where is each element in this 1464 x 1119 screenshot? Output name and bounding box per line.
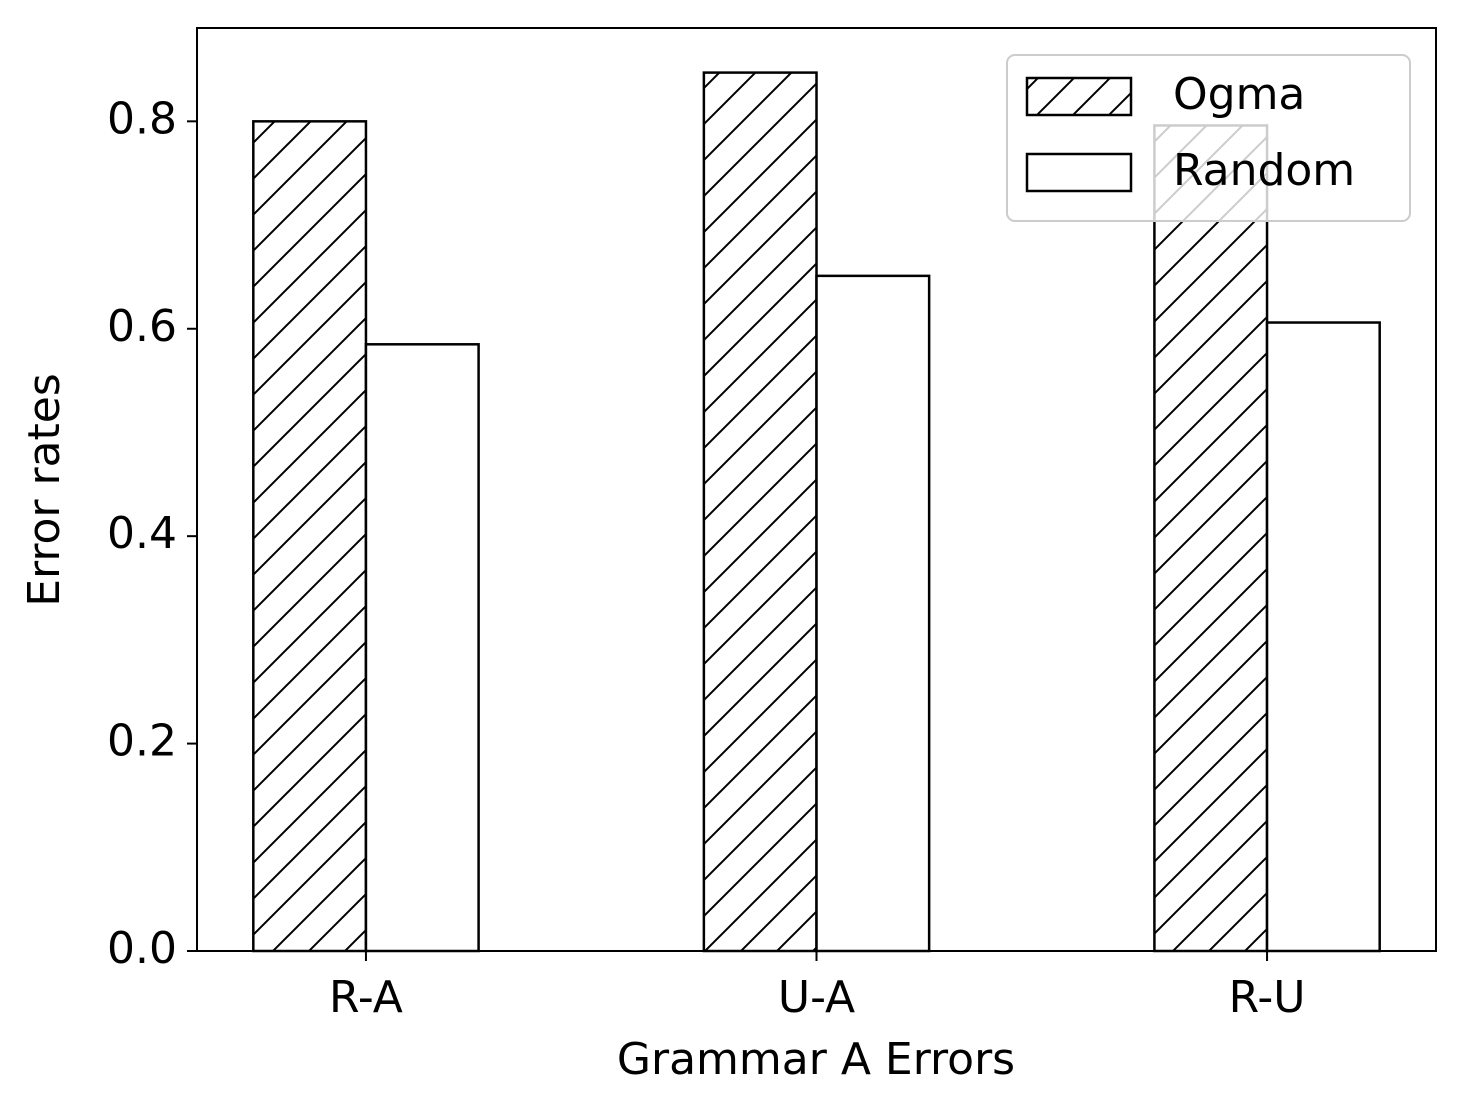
x-axis-label: Grammar A Errors xyxy=(617,1034,1015,1085)
plot-frame xyxy=(196,27,1437,952)
x-tick-label: U-A xyxy=(778,972,855,1023)
legend-label: Ogma xyxy=(1173,69,1305,120)
x-tick-label: R-U xyxy=(1229,972,1306,1023)
y-axis-label: Error rates xyxy=(19,373,70,607)
y-tick-label: 0.4 xyxy=(107,508,177,559)
x-tick-label: R-A xyxy=(329,972,403,1023)
bar xyxy=(364,343,480,953)
bar xyxy=(815,274,931,953)
y-tick-label: 0.6 xyxy=(107,301,177,352)
legend-label: Random xyxy=(1173,145,1355,196)
y-tick-label: 0.0 xyxy=(107,923,177,974)
bar xyxy=(702,71,818,953)
bar xyxy=(252,120,368,953)
y-tick-label: 0.2 xyxy=(107,716,177,767)
y-tick-label: 0.8 xyxy=(107,93,177,144)
legend-swatch xyxy=(1025,76,1133,117)
bar xyxy=(1153,124,1269,953)
bar xyxy=(1265,321,1381,953)
legend-swatch xyxy=(1025,152,1133,193)
